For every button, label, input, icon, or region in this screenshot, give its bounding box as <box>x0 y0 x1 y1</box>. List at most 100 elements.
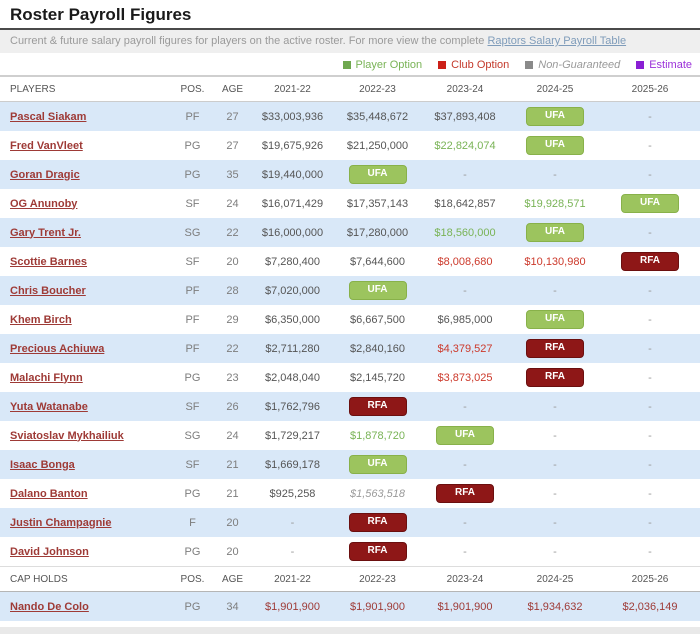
player-link[interactable]: Nando De Colo <box>10 600 89 613</box>
player-link[interactable]: Gary Trent Jr. <box>10 226 81 239</box>
ufa-badge: UFA <box>526 107 584 126</box>
free-agency-cell: RFA <box>600 247 700 276</box>
description-text: Current & future salary payroll figures … <box>10 35 488 47</box>
player-name-cell: Justin Champagnie <box>0 508 170 537</box>
player-name-cell: Goran Dragic <box>0 160 170 189</box>
player-link[interactable]: Scottie Barnes <box>10 255 88 268</box>
position-cell: SF <box>185 197 200 210</box>
empty-cell: - <box>463 516 467 529</box>
column-header: POS. <box>170 76 215 102</box>
empty-cell: - <box>648 284 652 297</box>
page-bottom-strip <box>0 627 700 634</box>
age-cell: 20 <box>226 545 239 558</box>
salary-cell: $35,448,672 <box>346 110 409 123</box>
salary-cell: $6,350,000 <box>264 313 321 326</box>
empty-cell: - <box>648 139 652 152</box>
player-link[interactable]: Malachi Flynn <box>10 371 83 384</box>
player-name-cell: David Johnson <box>0 537 170 567</box>
legend-swatch-icon <box>342 61 351 70</box>
player-name-cell: Nando De Colo <box>0 592 170 622</box>
player-link[interactable]: Chris Boucher <box>10 284 86 297</box>
player-row: Pascal Siakam PF 27 $33,003,936 $35,448,672 $… <box>0 101 700 131</box>
empty-cell: - <box>648 110 652 123</box>
column-header: CAP HOLDS <box>0 566 170 592</box>
player-row: Khem Birch PF 29 $6,350,000 $6,667,500 $6,985… <box>0 305 700 334</box>
free-agency-cell: RFA <box>335 392 420 421</box>
player-name-cell: Precious Achiuwa <box>0 334 170 363</box>
position-cell: SF <box>185 255 200 268</box>
empty-cell: - <box>648 226 652 239</box>
salary-cell: $18,560,000 <box>434 226 496 239</box>
age-cell: 34 <box>226 600 239 613</box>
age-cell: 27 <box>226 139 239 152</box>
free-agency-cell: RFA <box>420 479 510 508</box>
player-row: Chris Boucher PF 28 $7,020,000 UFA - - - <box>0 276 700 305</box>
player-row: Yuta Watanabe SF 26 $1,762,796 RFA - - - <box>0 392 700 421</box>
player-name-cell: Fred VanVleet <box>0 131 170 160</box>
rfa-badge: RFA <box>436 484 494 503</box>
age-cell: 22 <box>226 226 239 239</box>
player-name-cell: Dalano Banton <box>0 479 170 508</box>
column-header: 2023-24 <box>420 76 510 102</box>
free-agency-cell: UFA <box>335 160 420 189</box>
player-link[interactable]: Khem Birch <box>10 313 72 326</box>
salary-cell: $1,563,518 <box>349 487 406 500</box>
empty-cell: - <box>553 284 557 297</box>
player-link[interactable]: Goran Dragic <box>10 168 80 181</box>
salary-cell: $19,928,571 <box>524 197 586 210</box>
salary-cell: $22,824,074 <box>434 139 496 152</box>
player-link[interactable]: OG Anunoby <box>10 197 78 210</box>
age-cell: 22 <box>226 342 239 355</box>
player-row: Sviatoslav Mykhailiuk SG 24 $1,729,217 $1,87… <box>0 421 700 450</box>
player-link[interactable]: Isaac Bonga <box>10 458 75 471</box>
payroll-table-link[interactable]: Raptors Salary Payroll Table <box>487 35 627 47</box>
ufa-badge: UFA <box>348 455 407 474</box>
empty-cell: - <box>553 487 557 500</box>
player-link[interactable]: Sviatoslav Mykhailiuk <box>10 429 124 442</box>
position-cell: SG <box>184 429 201 442</box>
age-cell: 27 <box>226 110 239 123</box>
salary-cell: $2,145,720 <box>349 371 406 384</box>
salary-cell: $6,985,000 <box>437 313 493 326</box>
empty-cell: - <box>648 458 652 471</box>
player-link[interactable]: Pascal Siakam <box>10 110 87 123</box>
age-cell: 21 <box>226 487 239 500</box>
position-cell: SF <box>185 400 200 413</box>
player-link[interactable]: Precious Achiuwa <box>10 342 105 355</box>
position-cell: PF <box>185 342 200 355</box>
player-link[interactable]: Yuta Watanabe <box>10 400 88 413</box>
salary-cell: $7,280,400 <box>264 255 321 268</box>
free-agency-cell: RFA <box>335 508 420 537</box>
player-name-cell: OG Anunoby <box>0 189 170 218</box>
age-cell: 20 <box>226 255 239 268</box>
salary-cell: $2,840,160 <box>349 342 406 355</box>
player-link[interactable]: David Johnson <box>10 545 89 558</box>
empty-cell: - <box>648 516 652 529</box>
empty-cell: - <box>553 400 557 413</box>
player-link[interactable]: Justin Champagnie <box>10 516 112 529</box>
salary-cell: $6,667,500 <box>349 313 406 326</box>
salary-cell: $19,675,926 <box>261 139 324 152</box>
free-agency-cell: UFA <box>510 305 600 334</box>
position-cell: PF <box>185 284 200 297</box>
legend-item: Player Option <box>342 59 422 71</box>
salary-cell: $925,258 <box>269 487 316 500</box>
player-name-cell: Isaac Bonga <box>0 450 170 479</box>
salary-cell: $1,729,217 <box>264 429 321 442</box>
column-header: 2024-25 <box>510 76 600 102</box>
ufa-badge: UFA <box>621 194 679 213</box>
column-header: 2024-25 <box>510 566 600 592</box>
player-link[interactable]: Fred VanVleet <box>10 139 83 152</box>
free-agency-cell: RFA <box>335 537 420 567</box>
rfa-badge: RFA <box>526 368 584 387</box>
player-link[interactable]: Dalano Banton <box>10 487 88 500</box>
age-cell: 26 <box>226 400 239 413</box>
legend: Player Option Club Option Non-Guaranteed Es… <box>0 53 700 75</box>
position-cell: F <box>189 516 196 529</box>
ufa-badge: UFA <box>348 165 407 184</box>
salary-cell: $2,048,040 <box>264 371 321 384</box>
free-agency-cell: RFA <box>510 363 600 392</box>
player-row: Precious Achiuwa PF 22 $2,711,280 $2,840,160… <box>0 334 700 363</box>
player-row: Gary Trent Jr. SG 22 $16,000,000 $17,280,000… <box>0 218 700 247</box>
player-name-cell: Scottie Barnes <box>0 247 170 276</box>
